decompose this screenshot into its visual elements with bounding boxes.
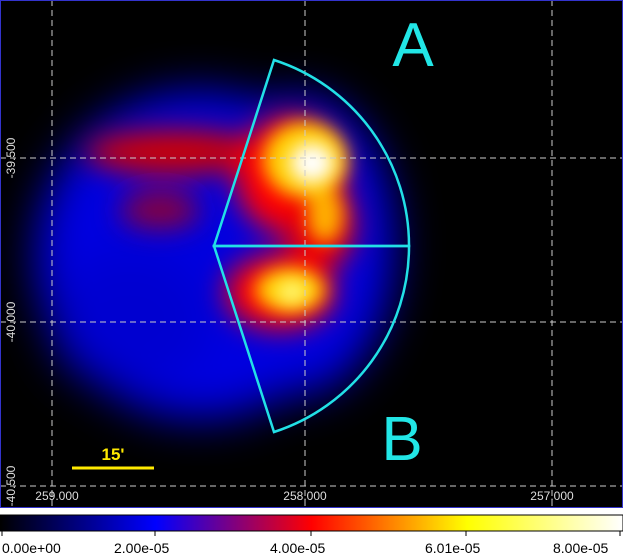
scale-bar-label: 15' bbox=[102, 445, 125, 464]
colorbar-tick-label: 4.00e-05 bbox=[270, 540, 326, 556]
region-label-b: B bbox=[381, 405, 422, 474]
colorbar bbox=[0, 514, 623, 536]
sector-a bbox=[212, 58, 411, 248]
scale-bar: 15' bbox=[72, 445, 154, 470]
colorbar-ticks bbox=[1, 531, 621, 536]
region-sectors[interactable] bbox=[212, 58, 411, 434]
colorbar-tick-label: 8.00e-05 bbox=[553, 540, 609, 556]
sky-image[interactable]: A B 15' -39.500 -40.000 -40.500 259.000 … bbox=[0, 0, 623, 508]
colorbar-tick-label: 0.00e+00 bbox=[2, 540, 61, 556]
coordinate-grid bbox=[0, 0, 623, 508]
ra-label: 259.000 bbox=[35, 489, 79, 503]
emission-peak bbox=[278, 143, 334, 302]
dec-label: -40.000 bbox=[4, 301, 18, 342]
colorbar-tick-label: 6.01e-05 bbox=[425, 540, 481, 556]
region-label-a: A bbox=[392, 11, 434, 80]
dec-label: -40.500 bbox=[4, 465, 18, 506]
ra-label: 257.000 bbox=[530, 489, 574, 503]
sector-b bbox=[212, 244, 411, 434]
ra-label: 258.000 bbox=[283, 489, 327, 503]
colorbar-gradient bbox=[0, 514, 623, 532]
colorbar-panel: 0.00e+00 2.00e-05 4.00e-05 6.01e-05 8.00… bbox=[0, 508, 623, 556]
colorbar-tick-label: 2.00e-05 bbox=[114, 540, 170, 556]
dec-label: -39.500 bbox=[4, 137, 18, 178]
